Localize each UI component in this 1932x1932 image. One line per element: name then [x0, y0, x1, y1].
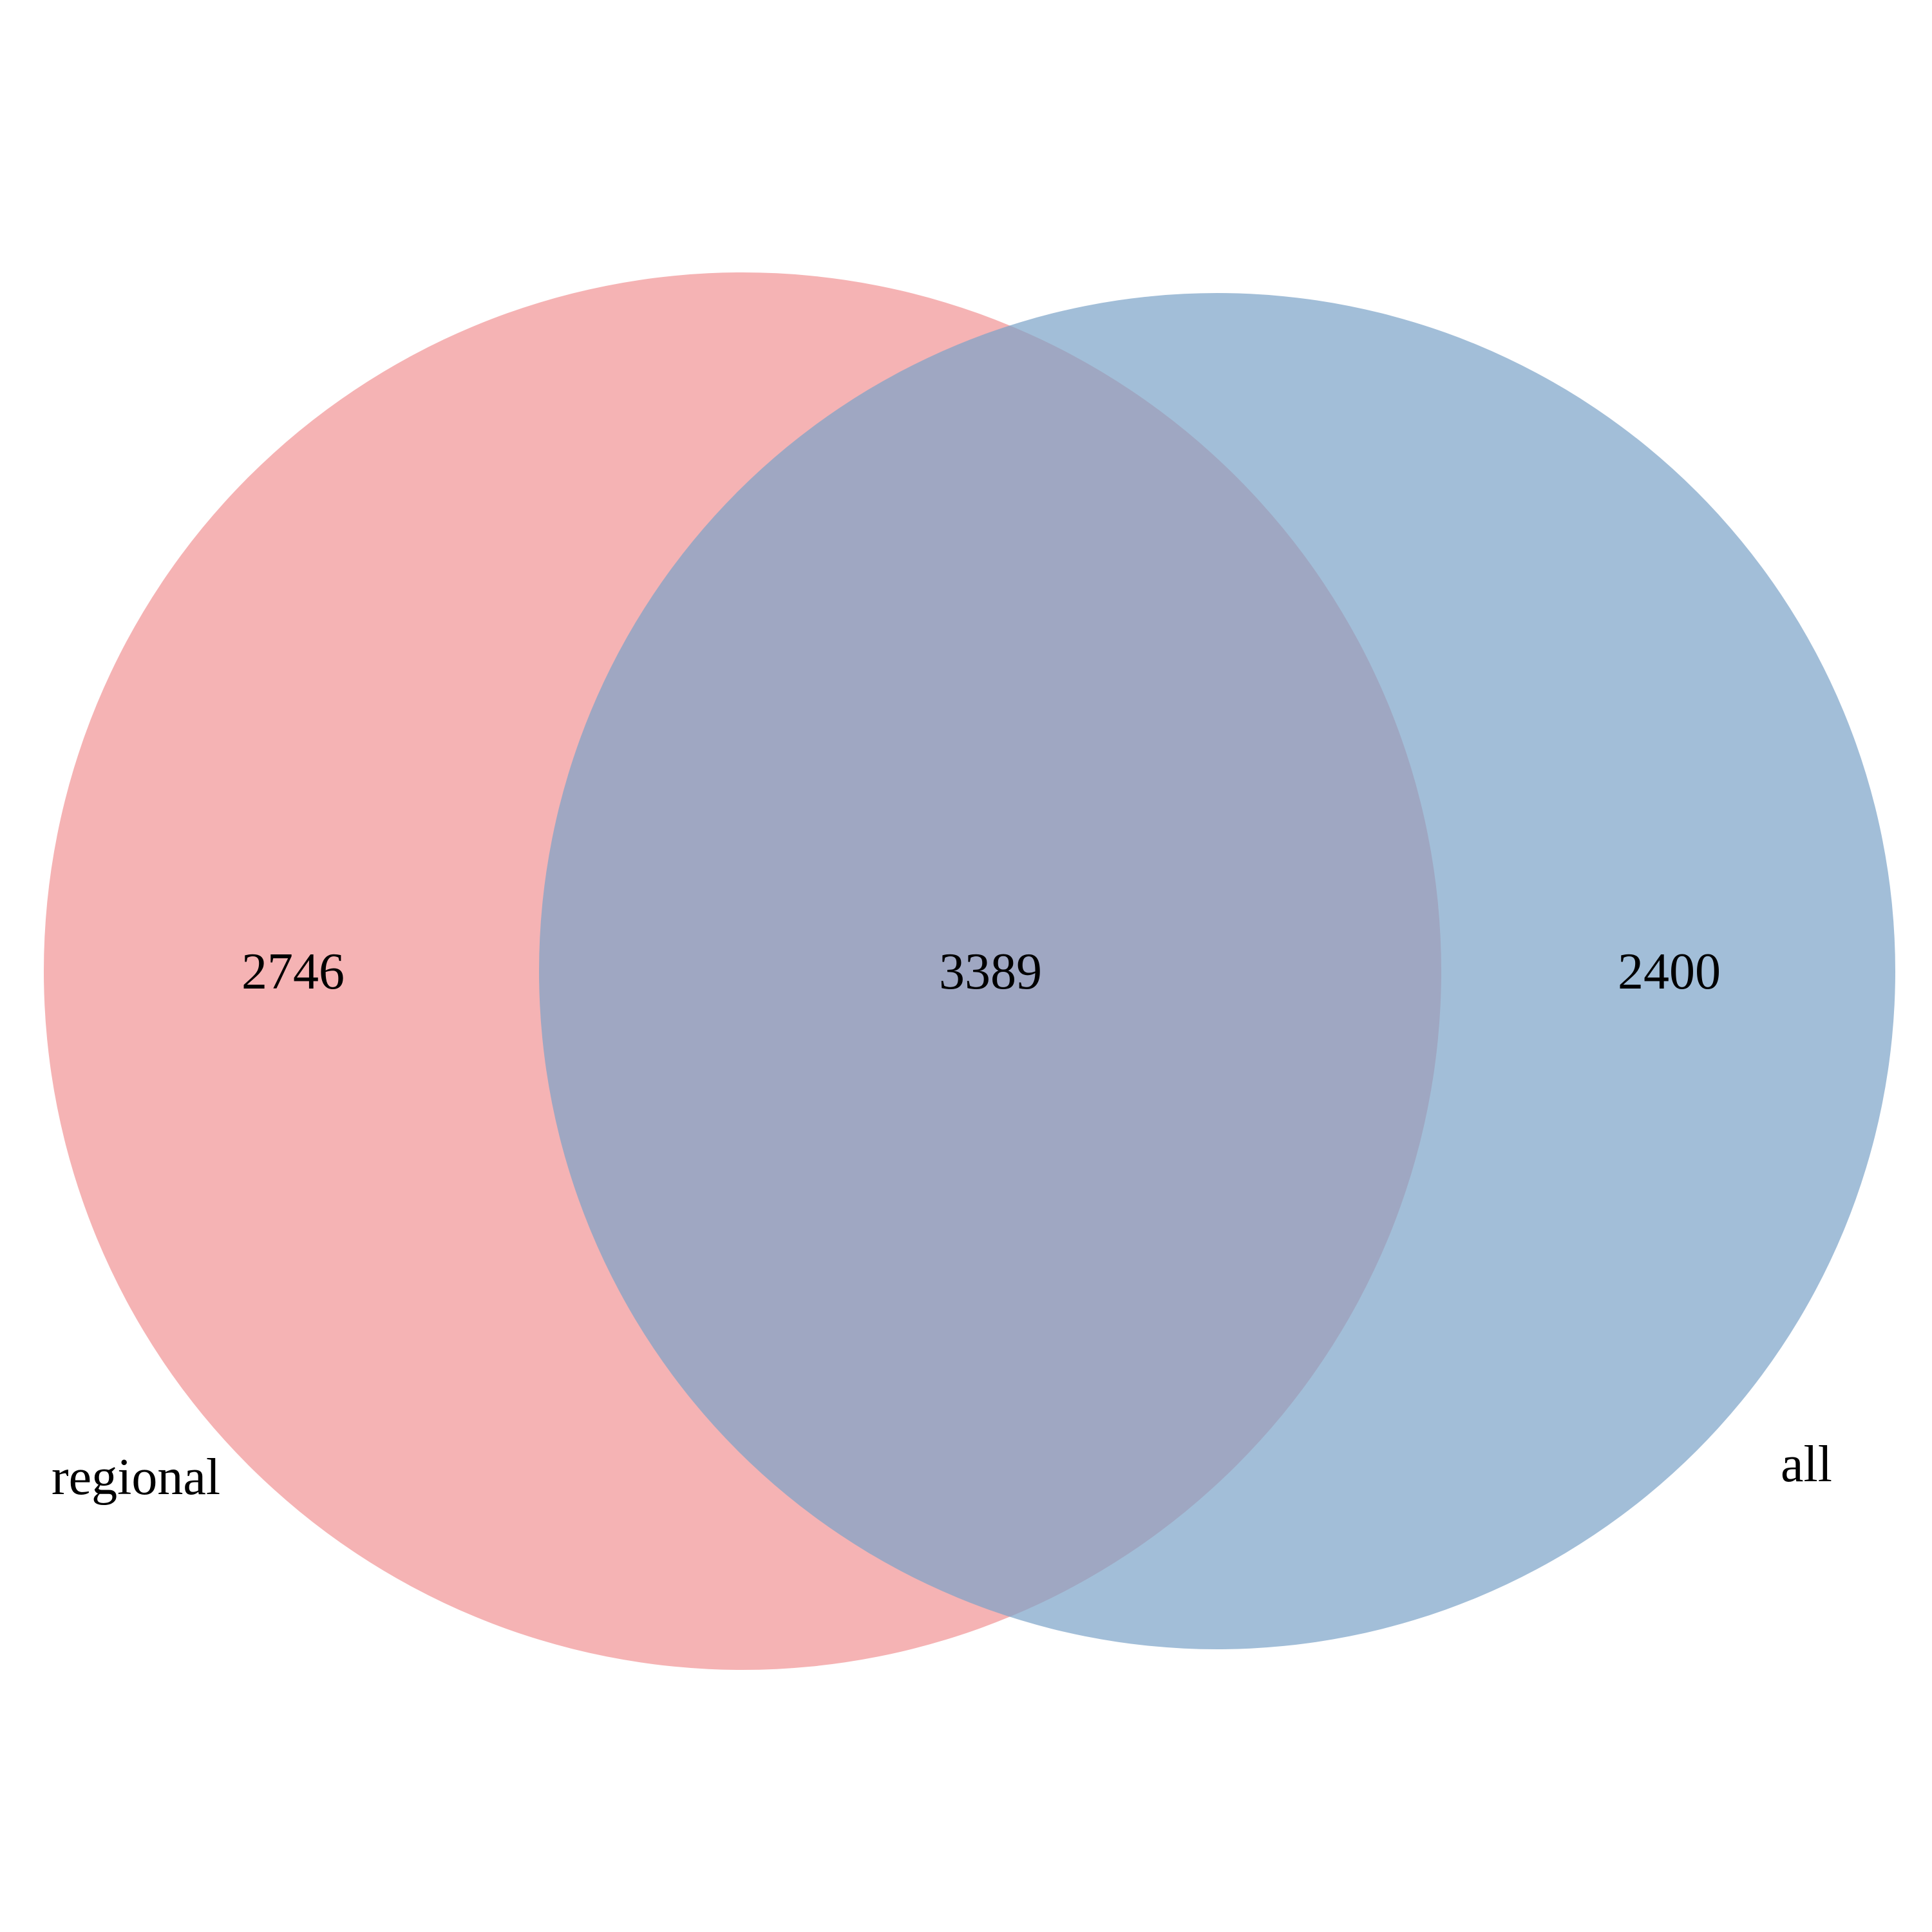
- circle-all: [539, 293, 1895, 1649]
- count-intersection: 3389: [939, 943, 1042, 1000]
- count-regional-only: 2746: [242, 943, 345, 1000]
- count-all-only: 2400: [1618, 943, 1721, 1000]
- set-label-all: all: [1781, 1436, 1832, 1493]
- set-label-regional: regional: [52, 1449, 220, 1506]
